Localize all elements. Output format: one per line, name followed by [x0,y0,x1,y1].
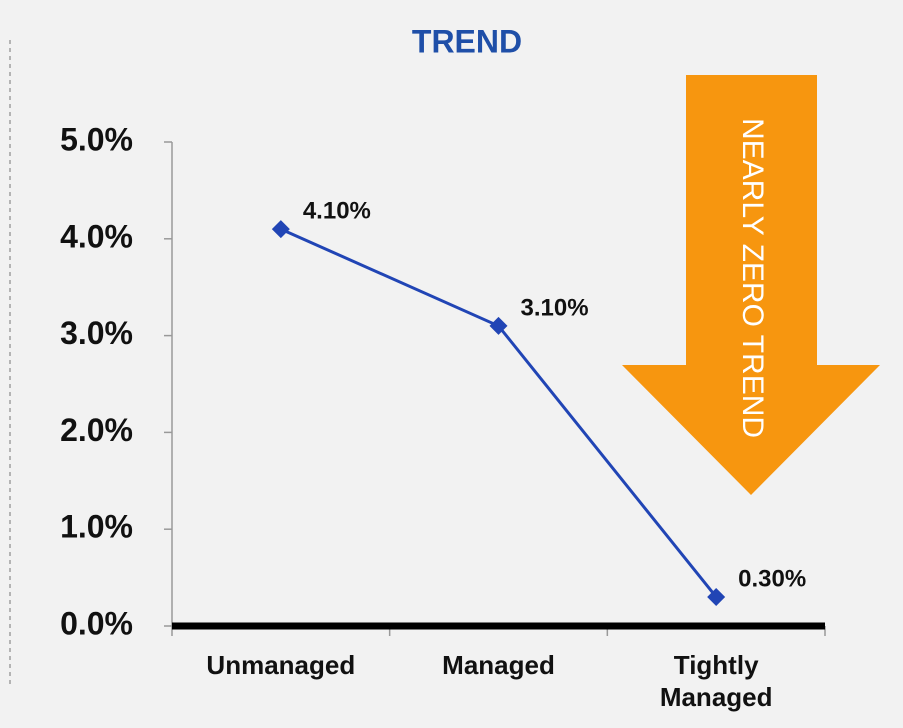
y-tick-label: 0.0% [60,605,133,641]
y-tick-label: 4.0% [60,218,133,254]
y-tick-label: 3.0% [60,315,133,351]
y-tick-label: 1.0% [60,509,133,545]
data-label: 0.30% [738,565,806,592]
marker [271,220,290,239]
chart-title: TREND [412,23,522,59]
data-label: 4.10% [303,197,371,224]
x-tick-label: Unmanaged [206,650,355,680]
x-tick-label: Tightly Managed [660,650,773,712]
y-tick-label: 5.0% [60,121,133,157]
arrow [622,75,880,495]
annotation: NEARLY ZERO TREND [736,118,769,438]
marker [707,587,726,606]
marker [489,316,508,335]
data-label: 3.10% [521,294,589,321]
y-tick-label: 2.0% [60,412,133,448]
x-tick-label: Managed [442,650,555,680]
